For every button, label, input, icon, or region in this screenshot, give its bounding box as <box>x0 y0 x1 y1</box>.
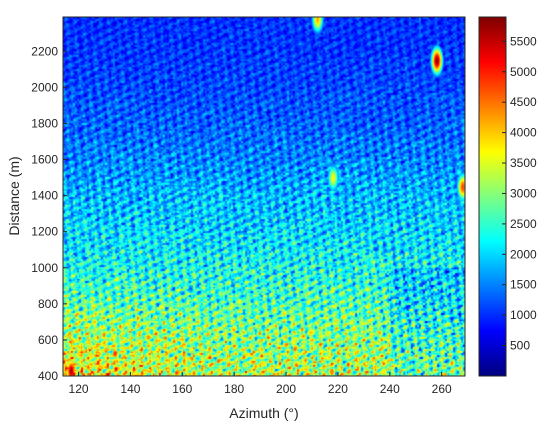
plot-area-border <box>62 16 466 377</box>
colorbar-tick-label: 1000 <box>510 308 537 322</box>
y-axis: 400 600 800 1000 1200 1400 1600 1800 2000 2200 <box>31 44 67 383</box>
colorbar-tick-label: 1500 <box>510 278 537 292</box>
y-axis-label: Distance (m) <box>6 156 22 235</box>
x-tick-label: 240 <box>380 382 400 396</box>
colorbar-axis: 500 1000 1500 2000 2500 3000 3500 4000 4500 5000 5… <box>502 34 537 353</box>
colorbar-tick-label: 4000 <box>510 126 537 140</box>
y-tick-label: 600 <box>38 333 58 347</box>
x-tick-label: 260 <box>432 382 452 396</box>
x-tick-label: 120 <box>69 382 89 396</box>
colorbar-tick-label: 3000 <box>510 186 537 200</box>
colorbar-gradient <box>479 17 506 376</box>
colorbar-tick-label: 2000 <box>510 247 537 261</box>
x-tick-label: 140 <box>120 382 140 396</box>
y-tick-label: 1600 <box>31 153 58 167</box>
y-tick-label: 800 <box>38 297 58 311</box>
colorbar-tick-label: 500 <box>510 339 530 353</box>
x-tick-label: 200 <box>276 382 296 396</box>
y-tick-label: 1800 <box>31 116 58 130</box>
colorbar-border <box>478 16 507 377</box>
x-axis-label: Azimuth (°) <box>229 405 298 421</box>
colorbar-tick-label: 5500 <box>510 34 537 48</box>
y-tick-label: 1200 <box>31 225 58 239</box>
x-tick-label: 220 <box>328 382 348 396</box>
y-tick-label: 400 <box>38 369 58 383</box>
colorbar-tick-label: 2500 <box>510 217 537 231</box>
x-axis: 120 140 160 180 200 220 240 260 <box>69 372 452 396</box>
x-tick-label: 160 <box>172 382 192 396</box>
colorbar-tick-label: 3500 <box>510 156 537 170</box>
colorbar-tick-label: 4500 <box>510 95 537 109</box>
y-tick-label: 2200 <box>31 44 58 58</box>
y-tick-label: 2000 <box>31 80 58 94</box>
colorbar-tick-label: 5000 <box>510 65 537 79</box>
heatmap-image <box>63 17 465 376</box>
y-tick-label: 1400 <box>31 189 58 203</box>
y-tick-label: 1000 <box>31 261 58 275</box>
x-tick-label: 180 <box>224 382 244 396</box>
